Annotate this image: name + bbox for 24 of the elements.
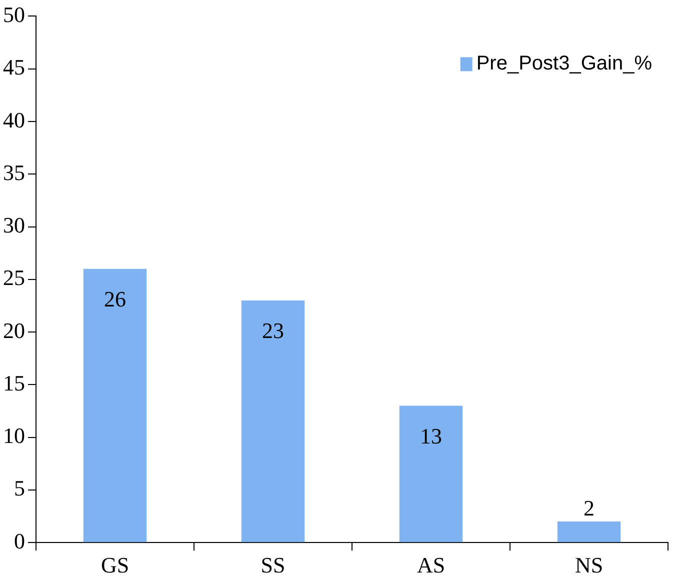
y-tick-label: 0 [14,528,25,554]
bar [399,406,463,542]
legend-label: Pre_Post3_Gain_% [476,52,652,75]
y-tick-label: 15 [3,370,25,396]
y-tick-label: 45 [3,54,25,80]
x-tick-label: GS [100,552,130,578]
data-label: 2 [584,495,594,520]
bar [83,268,147,542]
y-tick-label: 5 [14,476,25,501]
bar [557,522,621,542]
data-label: 26 [104,286,126,312]
y-tick-label: 10 [3,423,25,448]
x-tick-label: SS [260,552,286,578]
data-label: 13 [420,424,442,449]
y-tick-label: 25 [3,265,25,290]
bar [241,300,305,542]
y-tick-label: 50 [3,2,25,27]
y-tick-label: 30 [3,212,25,238]
y-tick-label: 35 [3,160,25,185]
data-label: 23 [262,318,284,344]
y-tick-label: 40 [3,107,25,132]
y-tick-label: 20 [3,318,25,343]
x-tick-label: AS [416,552,446,578]
x-tick-label: NS [574,552,604,578]
